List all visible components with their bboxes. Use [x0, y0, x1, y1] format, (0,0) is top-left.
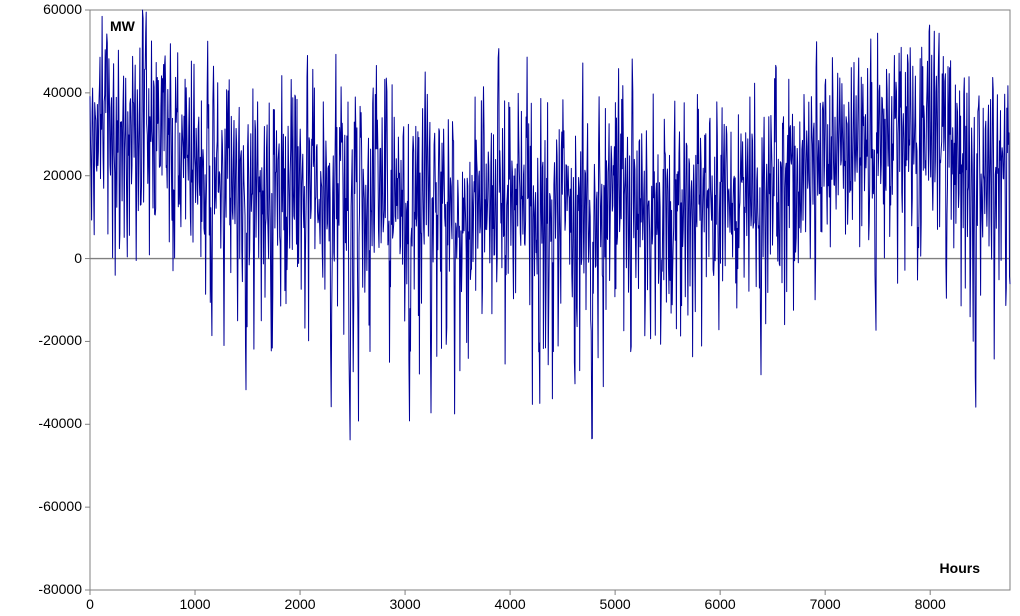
x-tick-label: 8000: [910, 596, 950, 612]
y-tick-label: 60000: [43, 1, 82, 17]
y-tick-label: 20000: [43, 167, 82, 183]
y-tick-label: -20000: [38, 332, 82, 348]
y-tick-label: -40000: [38, 415, 82, 431]
x-tick-label: 3000: [385, 596, 425, 612]
x-tick-label: 2000: [280, 596, 320, 612]
y-tick-label: -60000: [38, 498, 82, 514]
x-axis-unit-label: Hours: [940, 560, 980, 576]
x-tick-label: 1000: [175, 596, 215, 612]
y-axis-unit-label: MW: [110, 18, 135, 34]
y-tick-label: -80000: [38, 581, 82, 597]
y-tick-label: 40000: [43, 84, 82, 100]
y-tick-label: 0: [74, 250, 82, 266]
x-tick-label: 5000: [595, 596, 635, 612]
x-tick-label: 7000: [805, 596, 845, 612]
x-tick-label: 0: [70, 596, 110, 612]
line-chart: -80000-60000-40000-200000200004000060000…: [0, 0, 1020, 616]
x-tick-label: 6000: [700, 596, 740, 612]
chart-svg: [0, 0, 1020, 616]
x-tick-label: 4000: [490, 596, 530, 612]
